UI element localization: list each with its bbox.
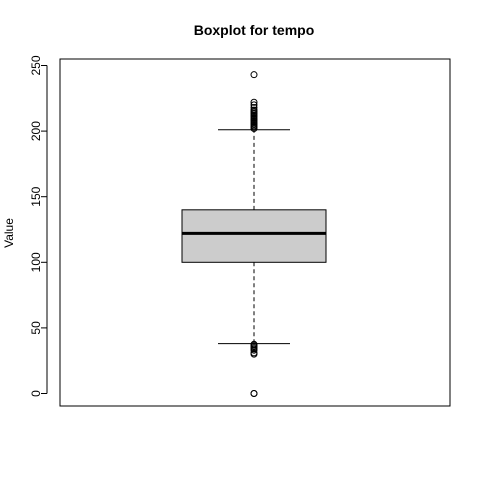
outlier-point — [250, 349, 258, 357]
outlier-point — [250, 98, 258, 106]
outlier-point — [250, 71, 258, 79]
y-tick-label: 50 — [29, 321, 43, 335]
chart-title: Boxplot for tempo — [194, 22, 315, 38]
outlier-point — [250, 101, 258, 109]
y-tick-label: 0 — [29, 390, 43, 397]
outlier-point — [250, 103, 258, 111]
box-group — [181, 71, 327, 397]
y-tick-label: 100 — [29, 252, 43, 272]
plot-frame — [59, 58, 451, 407]
outlier-point — [250, 390, 258, 397]
y-axis: 0 50 100 150 200 250 — [29, 55, 48, 397]
y-tick-label: 200 — [29, 121, 43, 141]
y-axis-label: Value — [2, 218, 16, 248]
outlier-point — [250, 106, 258, 114]
outlier-point — [250, 340, 258, 348]
y-tick-label: 250 — [29, 55, 43, 75]
y-tick-label: 150 — [29, 186, 43, 206]
box-iqr — [181, 209, 327, 263]
